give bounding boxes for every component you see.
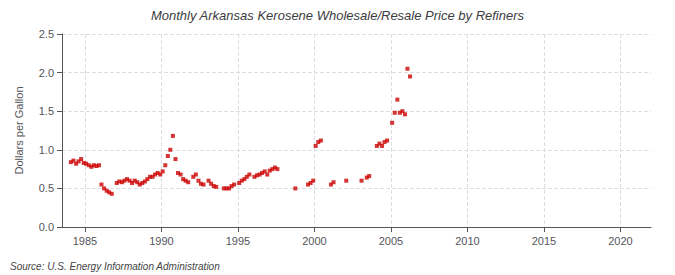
- svg-text:Monthly Arkansas Kerosene Whol: Monthly Arkansas Kerosene Wholesale/Resa…: [151, 8, 525, 23]
- svg-text:1985: 1985: [73, 235, 97, 247]
- svg-text:2005: 2005: [379, 235, 403, 247]
- svg-text:0.0: 0.0: [39, 221, 54, 233]
- svg-text:2.0: 2.0: [39, 67, 54, 79]
- svg-text:2.5: 2.5: [39, 28, 54, 40]
- svg-text:1.5: 1.5: [39, 105, 54, 117]
- svg-text:1.0: 1.0: [39, 144, 54, 156]
- svg-text:2015: 2015: [532, 235, 556, 247]
- svg-text:2010: 2010: [455, 235, 479, 247]
- svg-text:Dollars per Gallon: Dollars per Gallon: [13, 86, 25, 174]
- svg-text:2020: 2020: [608, 235, 632, 247]
- svg-text:1990: 1990: [149, 235, 173, 247]
- svg-text:Source: U.S. Energy Informatio: Source: U.S. Energy Information Administ…: [10, 261, 220, 272]
- svg-text:0.5: 0.5: [39, 182, 54, 194]
- svg-text:2000: 2000: [302, 235, 326, 247]
- svg-text:1995: 1995: [226, 235, 250, 247]
